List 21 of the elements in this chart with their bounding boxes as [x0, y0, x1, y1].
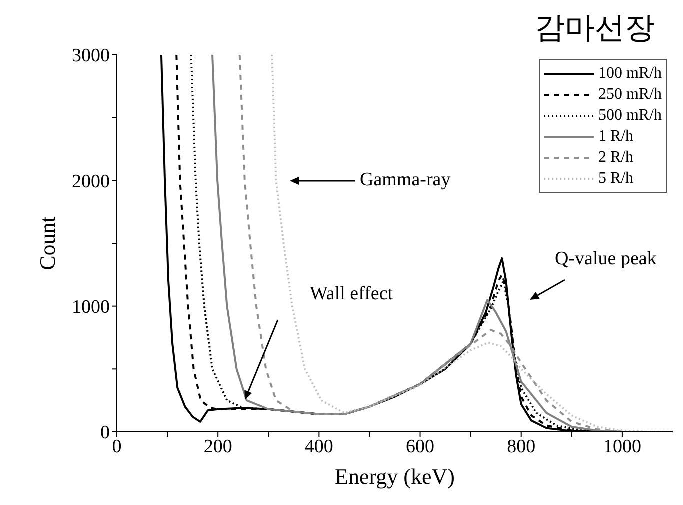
annotation: Gamma-ray [360, 169, 452, 190]
x-tick-label: 400 [304, 436, 334, 458]
legend-label: 500 mR/h [598, 106, 662, 126]
annotation: Wall effect [310, 283, 394, 304]
y-tick-label: 0 [100, 422, 110, 444]
legend-label: 100 mR/h [598, 64, 662, 84]
chart-title: 감마선장 [535, 10, 655, 48]
y-tick-label: 1000 [72, 297, 110, 318]
x-tick-label: 200 [204, 436, 232, 458]
legend-label: 1 R/h [598, 127, 634, 147]
y-tick-label: 2000 [72, 171, 110, 192]
x-axis-title: Energy (keV) [335, 464, 455, 489]
annotation: Q-value peak [555, 248, 658, 270]
y-tick-label: 3000 [72, 46, 110, 67]
y-axis-title: Count [34, 216, 60, 270]
legend-label: 5 R/h [598, 169, 634, 189]
x-tick-label: 600 [406, 436, 435, 458]
legend-label: 250 mR/h [598, 85, 662, 105]
x-tick-label: 1000 [603, 436, 642, 458]
legend-label: 2 R/h [598, 148, 634, 168]
x-tick-label: 800 [507, 436, 536, 458]
